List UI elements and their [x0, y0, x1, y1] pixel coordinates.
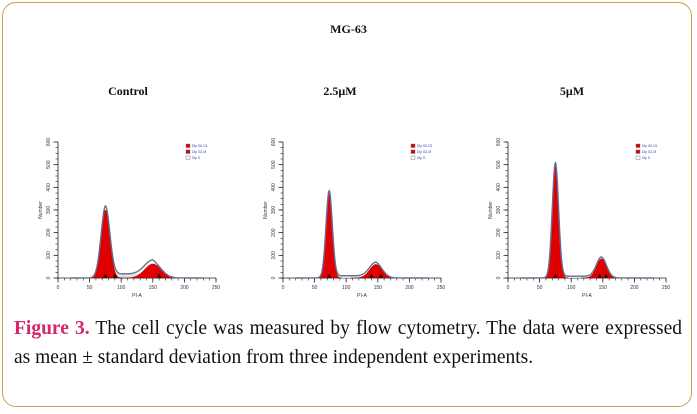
marker-triangle: [603, 273, 609, 278]
x-tick-label: 200: [405, 285, 414, 291]
x-tick-label: 0: [57, 285, 60, 291]
marker-triangle: [103, 273, 108, 278]
data-histogram-line: [70, 205, 204, 279]
data-histogram-line: [520, 162, 654, 279]
x-tick-label: 0: [282, 285, 285, 291]
x-tick-label: 200: [180, 285, 189, 291]
y-tick-label: 100: [46, 251, 52, 260]
legend-swatch: [635, 149, 641, 154]
legend-swatch: [635, 143, 641, 148]
legend-label: Dip G2-M: [417, 150, 431, 154]
y-tick-label: 200: [46, 228, 52, 237]
g0-g1-peak: [87, 209, 124, 279]
legend-label: Dip G2-M: [642, 150, 656, 154]
panel-title-2-5um: 2.5μM: [323, 84, 357, 98]
marker-triangle: [326, 273, 332, 278]
y-axis-label: Number: [263, 201, 269, 219]
data-histogram-line: [295, 190, 429, 279]
y-tick-label: 500: [271, 160, 277, 169]
marker-triangle: [378, 273, 384, 278]
histogram-control: 0 50 100 150 200 250 0 100 200 300 400 500 600 PI-A Nu…: [38, 138, 221, 299]
y-tick-label: 300: [271, 206, 277, 215]
panel-title-5um: 5μM: [559, 84, 585, 98]
total-fit-curve: [295, 189, 429, 279]
y-tick-label: 0: [46, 276, 52, 279]
x-tick-label: 100: [567, 285, 576, 291]
legend-swatch: [185, 155, 191, 160]
x-tick-label: 150: [149, 285, 158, 291]
y-tick-label: 100: [271, 251, 277, 260]
legend-swatch: [185, 149, 191, 154]
x-axis-label: PI-A: [357, 293, 367, 299]
y-tick-label: 0: [271, 276, 277, 279]
legend-label: Dip G0-G1: [642, 144, 658, 148]
x-axis-label: PI-A: [132, 293, 142, 299]
y-tick-label: 500: [46, 160, 52, 169]
x-tick-label: 50: [537, 285, 543, 291]
x-tick-label: 150: [374, 285, 383, 291]
legend-swatch: [635, 155, 641, 160]
y-axis-label: Number: [38, 201, 44, 219]
marker-triangle: [156, 273, 162, 278]
legend-label: Dip S: [642, 156, 651, 160]
x-tick-label: 250: [212, 285, 221, 291]
legend-label: Dip S: [417, 156, 426, 160]
s-phase-area: [514, 276, 654, 278]
y-tick-label: 400: [271, 183, 277, 192]
figure-frame: [2, 2, 692, 407]
legend-swatch: [185, 143, 191, 148]
y-tick-label: 300: [496, 206, 502, 215]
panel-title-control: Control: [108, 84, 148, 98]
marker-triangle: [369, 273, 374, 278]
x-tick-label: 50: [87, 285, 93, 291]
x-tick-label: 100: [342, 285, 351, 291]
x-tick-label: 200: [630, 285, 639, 291]
histogram-2-5um: 0 50 100 150 200 250 0 100 200 300 400 500 600 PI-A Nu…: [263, 138, 446, 299]
x-tick-label: 150: [599, 285, 608, 291]
y-tick-label: 200: [271, 228, 277, 237]
y-tick-label: 200: [496, 228, 502, 237]
figure-caption: Figure 3. The cell cycle was measured by…: [14, 314, 682, 372]
x-tick-label: 100: [117, 285, 126, 291]
legend-label: Dip G0-G1: [192, 144, 208, 148]
y-tick-label: 300: [46, 206, 52, 215]
x-tick-label: 0: [507, 285, 510, 291]
y-tick-label: 0: [496, 276, 502, 279]
total-fit-curve: [70, 204, 204, 279]
figure-main-title: MG-63: [330, 22, 367, 36]
total-fit-curve: [520, 161, 654, 279]
x-tick-label: 250: [437, 285, 446, 291]
legend-swatch: [410, 155, 416, 160]
caption-label: Figure 3.: [14, 318, 90, 339]
y-tick-label: 600: [496, 138, 502, 147]
legend-label: Dip G2-M: [192, 150, 206, 154]
g0-g1-peak: [316, 192, 343, 279]
legend-label: Dip S: [192, 156, 201, 160]
y-axis-label: Number: [488, 201, 494, 219]
marker-triangle: [112, 273, 118, 278]
histogram-5um: 0 50 100 150 200 250 0 100 200 300 400 500 600 PI-A Nu…: [488, 138, 671, 299]
y-tick-label: 600: [271, 138, 277, 147]
marker-triangle: [553, 273, 558, 278]
y-tick-label: 400: [496, 183, 502, 192]
marker-triangle: [597, 273, 602, 278]
x-axis-label: PI-A: [582, 293, 592, 299]
x-tick-label: 50: [312, 285, 318, 291]
g0-g1-peak: [542, 164, 569, 279]
y-tick-label: 100: [496, 251, 502, 260]
s-phase-area: [64, 273, 204, 278]
y-tick-label: 400: [46, 183, 52, 192]
y-tick-label: 500: [496, 160, 502, 169]
y-tick-label: 600: [46, 138, 52, 147]
legend-swatch: [410, 149, 416, 154]
caption-text: The cell cycle was measured by flow cyto…: [14, 318, 682, 368]
legend-swatch: [410, 143, 416, 148]
x-tick-label: 250: [662, 285, 671, 291]
legend-label: Dip G0-G1: [417, 144, 433, 148]
